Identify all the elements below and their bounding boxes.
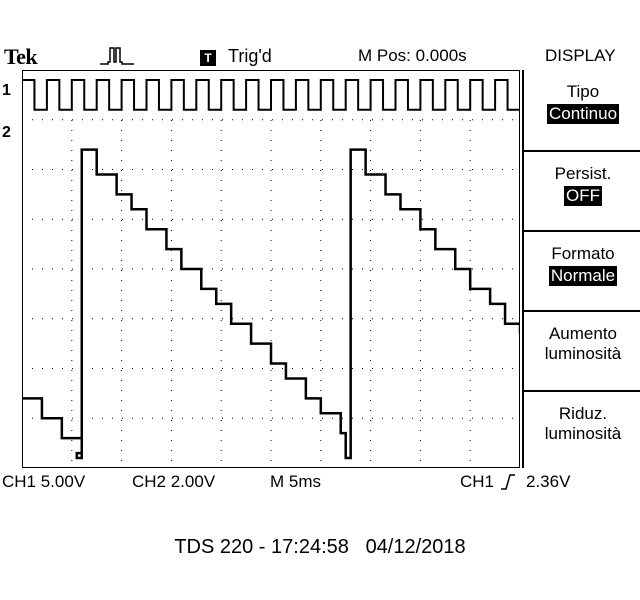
menu-button-riduz-luminosita[interactable]: Riduz. luminosità <box>524 390 640 470</box>
ch1-trace <box>22 78 520 111</box>
ch2-scale-readout: CH2 2.00V <box>132 472 216 491</box>
menu-button-tipo[interactable]: Tipo Continuo <box>524 70 640 148</box>
trigger-source-readout: CH1 <box>460 472 495 491</box>
waveform-display <box>22 70 520 468</box>
ch1-scale-readout: CH1 5.00V <box>2 472 86 491</box>
trigger-indicator-icon: T <box>200 50 216 66</box>
menu-button-label: Formato <box>551 244 615 263</box>
brand-logo: Tek <box>4 44 38 69</box>
waveform-plot <box>22 70 520 468</box>
menu-button-value: OFF <box>564 186 602 206</box>
trigger-level-readout: 2.36V <box>526 472 571 491</box>
ch2-trace <box>22 148 520 460</box>
menu-button-formato[interactable]: Formato Normale <box>524 230 640 310</box>
main-position-readout: M Pos: 0.000s <box>358 46 467 65</box>
ch2-ground-marker: 2 <box>2 124 11 141</box>
rising-edge-icon <box>501 474 515 490</box>
menu-button-label-line2: luminosità <box>544 344 622 363</box>
caption-model: TDS 220 <box>174 536 254 558</box>
display-side-menu: Tipo Continuo Persist. OFF Formato Norma… <box>522 70 640 468</box>
top-status-bar: Tek T Trig'd M Pos: 0.000s DISPLAY <box>0 40 640 70</box>
menu-button-label: Tipo <box>566 82 600 101</box>
menu-button-label: Aumento <box>548 324 618 343</box>
trigger-status: Trig'd <box>228 46 272 66</box>
menu-button-label: Riduz. <box>558 404 608 423</box>
caption: TDS 220 - 17:24:58 04/12/2018 <box>174 536 466 558</box>
caption-date: 04/12/2018 <box>365 536 466 558</box>
timebase-readout: M 5ms <box>270 472 321 491</box>
menu-button-aumento-luminosita[interactable]: Aumento luminosità <box>524 310 640 390</box>
menu-title: DISPLAY <box>545 46 616 65</box>
bottom-status-bar: CH1 5.00V CH2 2.00V M 5ms CH1 2.36V <box>0 470 640 494</box>
menu-button-label-line2: luminosità <box>544 424 622 443</box>
menu-button-persist[interactable]: Persist. OFF <box>524 150 640 230</box>
pulse-run-icon <box>100 47 134 65</box>
menu-button-label: Persist. <box>554 164 612 183</box>
ch1-ground-marker: 1 <box>2 82 11 99</box>
menu-button-value: Continuo <box>546 104 620 124</box>
menu-button-value: Normale <box>548 266 618 286</box>
caption-time: 17:24:58 <box>271 536 349 558</box>
